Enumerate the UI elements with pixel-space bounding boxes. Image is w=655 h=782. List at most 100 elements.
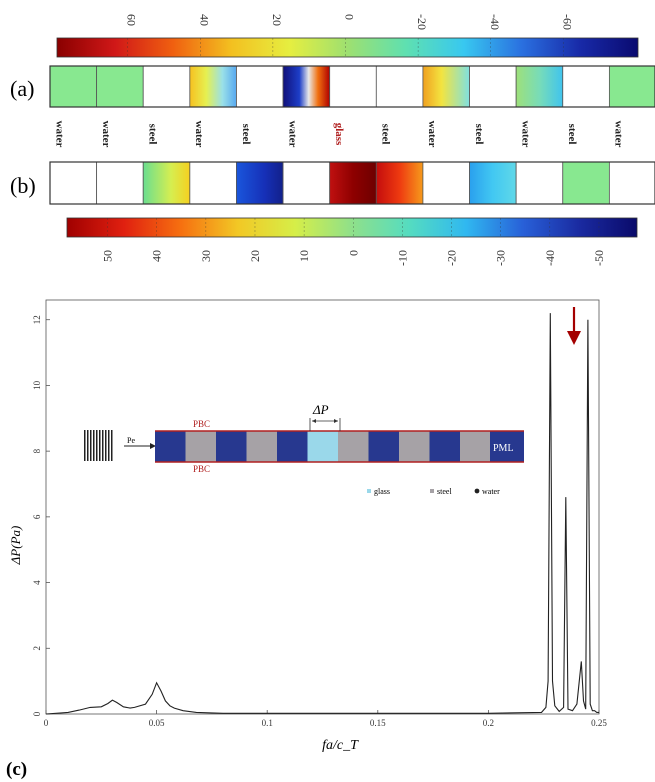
material-label: glass	[333, 123, 345, 146]
legend-glass: glass	[374, 487, 390, 496]
row-b-cell	[562, 161, 610, 205]
colorbar-a-tick-label: -60	[560, 14, 574, 30]
pml-label: PML	[493, 443, 514, 454]
x-tick-label: 0.15	[370, 718, 386, 728]
row-a-cell	[329, 65, 377, 108]
row-a-cell	[515, 65, 564, 108]
colorbar-b-tick-label: -40	[543, 250, 557, 266]
colorbar-b-tick-label: -50	[592, 250, 606, 266]
row-a-cell	[282, 65, 331, 108]
row-b-cell	[189, 161, 237, 205]
row-a-cell	[608, 65, 655, 108]
delta-p-label: ΔP	[312, 402, 329, 417]
inset-cell-water	[277, 431, 308, 462]
x-axis-label: fa/c_T	[322, 738, 359, 753]
colorbar-a-tick-label: 20	[270, 14, 284, 26]
incident-wave-icon	[84, 430, 113, 461]
material-label: steel	[566, 124, 578, 145]
inset-legend: glass steel water	[367, 487, 500, 496]
colorbar-a-gradient	[56, 37, 639, 58]
row-b-cell	[236, 161, 284, 205]
row-a-frame	[49, 65, 655, 108]
series-line	[45, 313, 599, 715]
material-label: steel	[147, 124, 159, 145]
row-b-frame	[49, 161, 655, 205]
inset-cell-glass	[307, 431, 339, 462]
y-tick-label: 6	[32, 514, 42, 519]
row-b-cell	[142, 161, 191, 205]
row-a-cell	[236, 65, 284, 108]
colorbar-b-tick-label: -20	[445, 250, 459, 266]
row-a-cell	[96, 65, 144, 108]
colorbar-b-gradient	[66, 217, 638, 238]
inset-cell-water	[216, 431, 247, 462]
material-label: water	[286, 121, 298, 148]
colorbar-b-tick-label: 20	[248, 250, 262, 262]
colorbar-b: 50 40 30 20 10 0 -10 -20 -30 -40 -50	[66, 217, 638, 266]
y-tick-label: 4	[32, 580, 42, 585]
row-b-cell	[375, 161, 424, 205]
colorbar-b-tick-label: -10	[395, 250, 409, 266]
material-label: steel	[473, 124, 485, 145]
spectrum-chart: 0 0.05 0.1 0.15 0.2 0.25 0 2 4 6 8 10 12 ΔP(Pa) fa/…	[6, 299, 607, 780]
row-b-cell	[608, 161, 655, 205]
material-labels: water water steel water steel water glass steel…	[53, 121, 624, 148]
panel-c-label: (c)	[6, 759, 27, 780]
row-b-cell	[329, 161, 377, 205]
material-label: water	[53, 121, 65, 148]
row-a-cell	[142, 65, 191, 108]
legend-glass-swatch	[367, 489, 371, 493]
peak-arrow-icon	[567, 307, 581, 345]
colorbar-a-tick-label: -20	[415, 14, 429, 30]
colorbar-a-tick-label: 40	[197, 14, 211, 26]
row-a-cell	[49, 65, 98, 108]
colorbar-b-tick-label: 10	[297, 250, 311, 262]
plot-frame	[45, 299, 600, 715]
row-a-cell	[375, 65, 424, 108]
row-b-cell	[49, 161, 98, 205]
material-label: water	[613, 121, 625, 148]
row-a-cell	[422, 65, 470, 108]
inset-cell-water	[155, 431, 186, 462]
material-label: water	[100, 121, 112, 148]
colorbar-b-tick-label: 50	[101, 250, 115, 262]
x-tick-label: 0.05	[149, 718, 165, 728]
incident-label: Pe	[127, 436, 135, 445]
y-tick-label: 2	[32, 646, 42, 651]
colorbar-b-tick-label: 40	[150, 250, 164, 262]
x-tick-label: 0	[44, 718, 49, 728]
row-a-label: (a)	[10, 76, 34, 101]
legend-steel-swatch	[430, 489, 434, 493]
y-tick-label: 12	[32, 315, 42, 324]
row-b-cell	[96, 161, 144, 205]
pbc-bottom-label: PBC	[193, 464, 210, 474]
x-tick-label: 0.2	[483, 718, 494, 728]
material-label: steel	[240, 124, 252, 145]
colorbar-b-tick-label: 30	[199, 250, 213, 262]
material-label: water	[519, 121, 531, 148]
inset-cell-water	[429, 431, 461, 462]
colorbar-a-tick-label: -40	[488, 14, 502, 30]
colorbar-a-tick-label: 0	[343, 14, 357, 20]
row-b-cell	[422, 161, 470, 205]
pbc-top-label: PBC	[193, 419, 210, 429]
inset-cell-water	[368, 431, 400, 462]
row-b-cell	[469, 161, 517, 205]
row-a-cell	[189, 65, 237, 108]
material-label: water	[193, 121, 205, 148]
row-b-label: (b)	[10, 173, 36, 198]
pml-block	[490, 431, 524, 462]
legend-water: water	[482, 487, 500, 496]
y-tick-label: 8	[32, 448, 42, 453]
y-tick-label: 0	[32, 711, 42, 716]
inset-schematic: Pe PML PBC PBC ΔP glass steel water	[84, 402, 524, 496]
x-tick-label: 0.1	[262, 718, 273, 728]
colorbar-a-tick-label: 60	[125, 14, 139, 26]
legend-water-swatch	[474, 488, 480, 494]
y-tick-label: 10	[32, 380, 42, 390]
inset-cell-steel	[399, 431, 430, 462]
material-label: water	[426, 121, 438, 148]
x-tick-label: 0.25	[591, 718, 607, 728]
colorbar-b-tick-label: 0	[346, 250, 360, 256]
